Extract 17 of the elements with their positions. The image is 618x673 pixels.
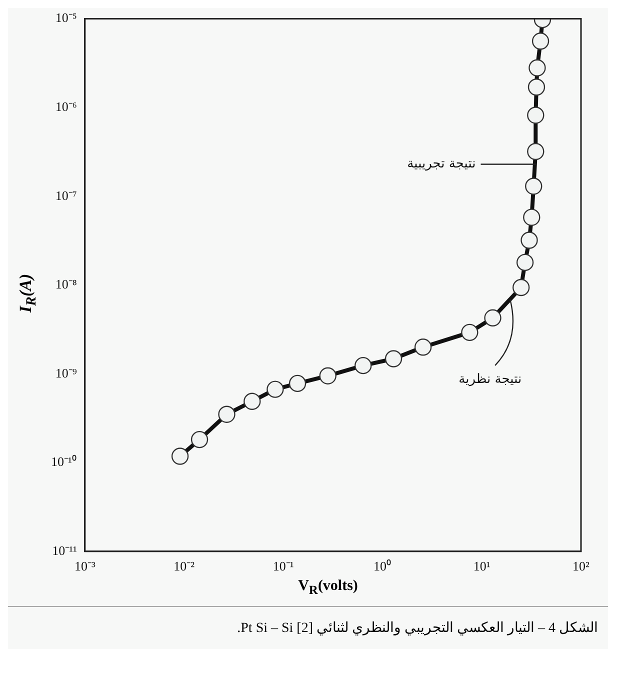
text: الشكل 4 – التيار العكسي التجريبي والنظري لثنائي Pt Si – Si [2]. — [8, 606, 608, 649]
annotation: نتيجة تجريبية — [407, 156, 476, 172]
x-tick-label: 10⁰ — [374, 558, 392, 574]
x-axis-title: V$_{R}$(volts) — [297, 578, 359, 598]
x-tick-label: 10¹ — [473, 558, 490, 574]
x-tick-label: 10⁻³ — [74, 558, 96, 574]
y-tick-label: 10⁻⁸ — [55, 276, 78, 292]
y-tick-label: 10⁻⁶ — [55, 98, 77, 114]
y-tick-label: 10⁻⁵ — [55, 10, 77, 26]
y-tick-label: 10⁻¹¹ — [52, 542, 77, 558]
x-tick-label: 10⁻² — [174, 558, 195, 574]
y-tick-label: 10⁻⁹ — [55, 365, 78, 380]
annotation: نتيجة نظرية — [458, 372, 522, 387]
x-tick-label: 10² — [572, 558, 590, 574]
y-tick-label: 10⁻⁷ — [55, 188, 77, 203]
x-tick-label: 10⁻¹ — [272, 558, 294, 574]
y-tick-label: 10⁻¹⁰ — [50, 454, 77, 470]
